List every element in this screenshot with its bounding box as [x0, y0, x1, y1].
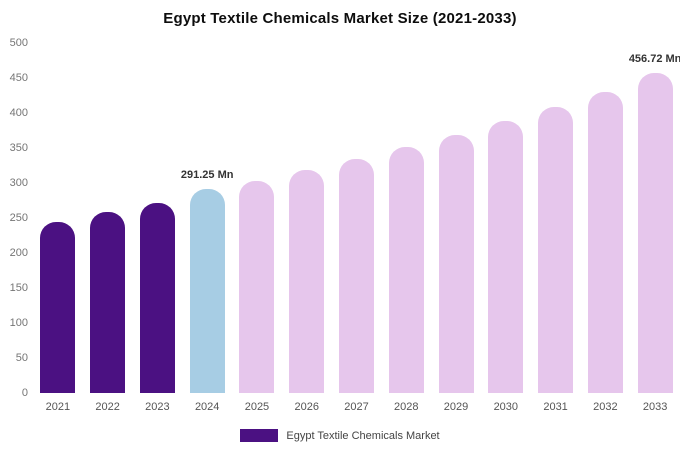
legend: Egypt Textile Chemicals Market — [0, 429, 680, 442]
y-tick-label: 0 — [21, 387, 28, 399]
bar-2023 — [139, 202, 175, 393]
bar-2026 — [289, 170, 325, 393]
x-tick-label: 2030 — [493, 401, 519, 413]
bar-2025 — [239, 180, 275, 393]
bar-2024 — [189, 189, 225, 393]
bar-value-label: 456.72 Mn — [628, 53, 680, 66]
x-tick-label: 2032 — [593, 401, 618, 413]
y-tick-label: 350 — [9, 142, 28, 154]
x-tick-label: 2027 — [344, 401, 369, 413]
x-tick-label: 2021 — [45, 401, 71, 413]
bar-2032 — [587, 92, 623, 393]
x-tick-label: 2028 — [394, 401, 419, 413]
y-tick-label: 300 — [9, 177, 28, 189]
bar-2033 — [637, 73, 673, 393]
y-tick-label: 150 — [9, 282, 28, 294]
legend-swatch — [240, 429, 279, 442]
x-tick-label: 2025 — [244, 401, 270, 413]
y-tick-label: 500 — [9, 37, 28, 49]
bar-2031 — [538, 107, 574, 393]
bar-2029 — [438, 134, 474, 393]
x-tick-label: 2033 — [642, 401, 668, 413]
x-tick-label: 2022 — [95, 401, 120, 413]
chart-title: Egypt Textile Chemicals Market Size (202… — [163, 10, 517, 27]
y-tick-label: 200 — [9, 247, 28, 259]
y-tick-label: 100 — [9, 317, 28, 329]
y-tick-label: 50 — [15, 352, 28, 364]
x-tick-label: 2024 — [194, 401, 220, 413]
x-tick-label: 2029 — [443, 401, 469, 413]
x-tick-label: 2031 — [543, 401, 568, 413]
y-tick-label: 250 — [9, 212, 28, 224]
bar-2022 — [90, 212, 126, 393]
y-tick-label: 450 — [9, 72, 28, 84]
bar-2028 — [388, 147, 424, 393]
y-tick-label: 400 — [9, 107, 28, 119]
bar-2021 — [40, 221, 76, 393]
bar-2027 — [339, 159, 374, 393]
x-tick-label: 2023 — [145, 401, 170, 413]
bar-value-label: 291.25 Mn — [180, 169, 234, 182]
x-tick-label: 2026 — [294, 401, 319, 413]
legend-label: Egypt Textile Chemicals Market — [286, 429, 440, 442]
bar-2030 — [488, 121, 524, 393]
